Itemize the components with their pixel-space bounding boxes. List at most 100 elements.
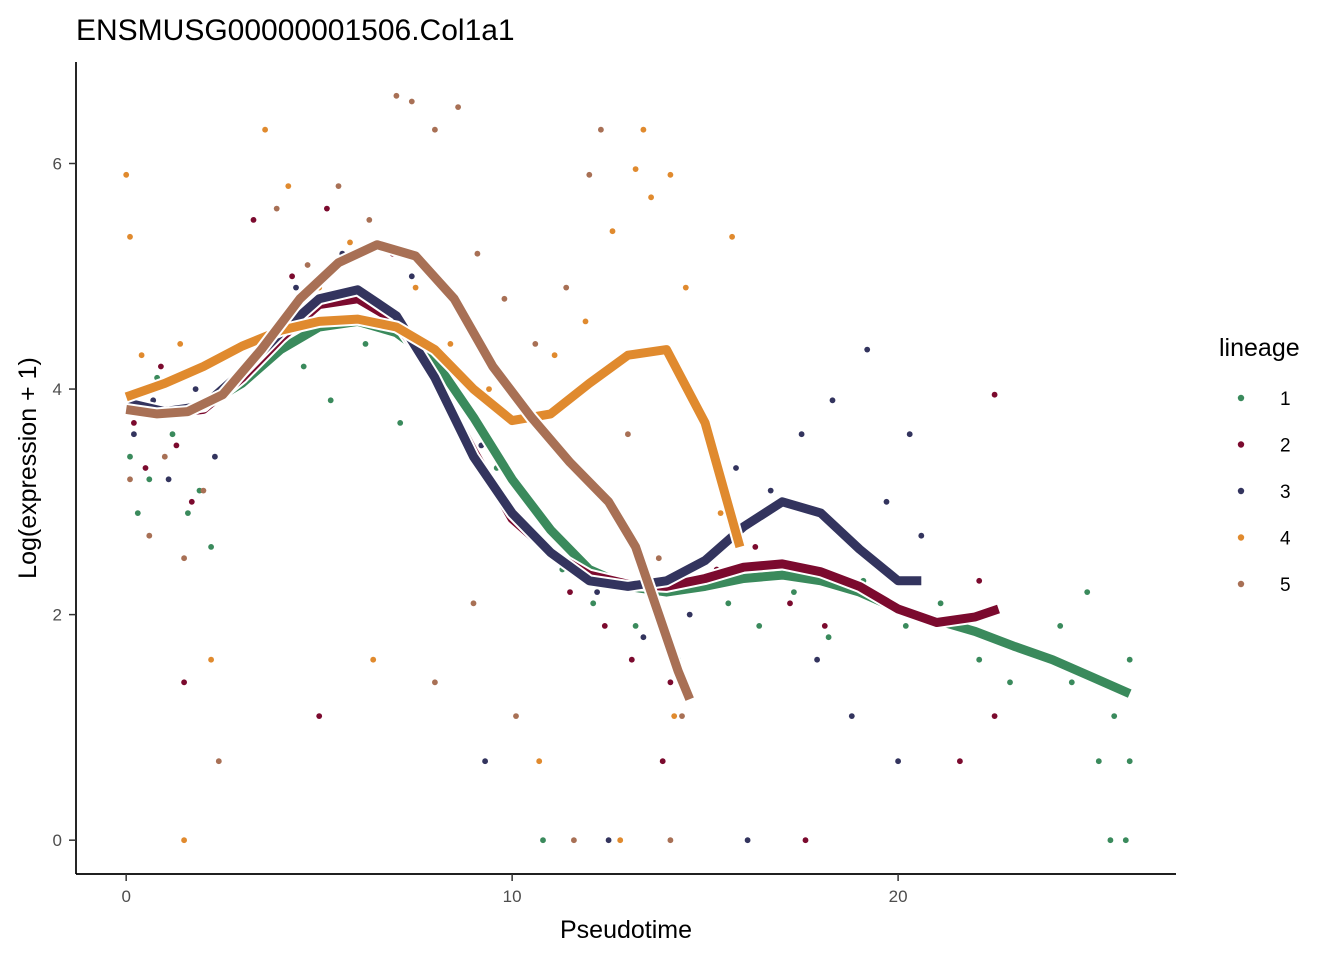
legend-label-lineage-5: 5: [1280, 575, 1291, 596]
point-lineage-1: [169, 431, 176, 438]
point-lineage-4: [486, 386, 492, 392]
legend-label-lineage-1: 1: [1280, 389, 1291, 410]
point-lineage-5: [127, 476, 133, 483]
y-tick-label: 0: [53, 831, 62, 850]
point-lineage-1: [146, 476, 153, 483]
point-lineage-5: [432, 679, 438, 686]
point-lineage-2: [991, 391, 998, 398]
point-lineage-2: [976, 577, 983, 584]
point-lineage-5: [563, 284, 570, 291]
point-lineage-3: [848, 713, 855, 719]
legend-swatch-lineage-1: [1237, 394, 1245, 402]
point-lineage-4: [717, 510, 724, 516]
point-lineage-1: [632, 623, 639, 629]
point-lineage-5: [146, 532, 153, 539]
legend-swatch-lineage-3: [1237, 487, 1245, 495]
point-lineage-2: [324, 205, 330, 212]
point-lineage-2: [567, 589, 573, 595]
point-lineage-4: [609, 228, 616, 235]
point-lineage-2: [628, 656, 635, 663]
point-lineage-4: [551, 352, 558, 359]
point-lineage-4: [536, 758, 543, 765]
point-lineage-1: [208, 544, 215, 550]
point-lineage-3: [918, 532, 925, 539]
point-lineage-1: [725, 600, 732, 607]
point-lineage-3: [212, 453, 218, 460]
y-axis-title: Log(expression + 1): [14, 357, 42, 579]
point-lineage-2: [659, 758, 666, 765]
point-lineage-2: [991, 713, 998, 719]
point-lineage-4: [370, 656, 377, 663]
curve-lineage-1: [125, 316, 1132, 698]
point-lineage-4: [181, 837, 188, 844]
point-lineage-2: [752, 544, 759, 550]
point-lineage-1: [127, 453, 133, 460]
point-lineage-5: [655, 555, 662, 562]
x-axis-title: Pseudotime: [560, 916, 692, 944]
curve-halo-lineage-5: [119, 238, 697, 706]
point-lineage-5: [513, 713, 519, 719]
point-lineage-5: [335, 183, 342, 190]
point-lineage-3: [605, 837, 612, 844]
point-lineage-3: [686, 611, 693, 618]
point-lineage-1: [1126, 656, 1133, 663]
point-lineage-1: [185, 510, 191, 516]
point-lineage-4: [640, 126, 647, 133]
point-lineage-3: [906, 431, 913, 438]
point-lineage-5: [215, 758, 222, 765]
point-lineage-3: [192, 386, 199, 392]
point-lineage-5: [571, 837, 577, 844]
point-lineage-4: [208, 656, 215, 663]
point-lineage-2: [289, 273, 295, 280]
point-lineage-1: [327, 397, 334, 404]
point-lineage-1: [134, 510, 141, 516]
point-lineage-5: [470, 600, 477, 607]
point-lineage-3: [594, 589, 600, 595]
point-lineage-3: [744, 837, 751, 844]
point-lineage-4: [412, 284, 419, 291]
chart-title: ENSMUSG00000001506.Col1a1: [76, 14, 515, 47]
point-lineage-2: [142, 465, 149, 471]
point-lineage-1: [1057, 623, 1064, 629]
point-lineage-5: [455, 104, 461, 110]
point-lineage-2: [821, 623, 828, 629]
curve-lineage-4: [124, 314, 745, 549]
point-lineage-4: [127, 233, 133, 240]
point-lineage-3: [895, 758, 901, 765]
point-lineage-3: [733, 465, 739, 471]
y-tick-label: 6: [53, 155, 62, 174]
point-lineage-1: [825, 634, 832, 641]
point-lineage-1: [1095, 758, 1102, 765]
point-lineage-3: [829, 397, 836, 404]
point-lineage-2: [316, 713, 323, 719]
point-lineage-5: [532, 341, 539, 347]
point-lineage-5: [625, 431, 631, 438]
point-lineage-5: [181, 555, 188, 562]
y-tick-label: 4: [53, 380, 62, 399]
x-tick-label: 20: [889, 887, 908, 906]
point-lineage-4: [648, 194, 654, 201]
point-lineage-2: [957, 758, 963, 765]
point-lineage-4: [729, 233, 735, 240]
point-lineage-1: [976, 656, 983, 663]
point-lineage-4: [671, 713, 678, 719]
point-lineage-1: [1084, 589, 1091, 595]
point-lineage-3: [482, 758, 488, 765]
legend-items: 1 2 3 4 5: [1237, 389, 1291, 596]
point-lineage-2: [131, 420, 137, 426]
point-lineage-3: [814, 656, 820, 663]
point-lineage-5: [408, 98, 415, 105]
point-lineage-3: [640, 634, 647, 641]
x-tick-label: 0: [121, 887, 130, 906]
legend: lineage 1 2 3 4 5: [1219, 334, 1300, 596]
point-lineage-1: [1007, 679, 1013, 686]
point-lineage-5: [366, 217, 373, 223]
point-lineage-4: [262, 126, 268, 133]
point-lineage-3: [131, 431, 137, 438]
curve-lineage-5: [125, 240, 694, 701]
legend-swatch-lineage-2: [1237, 441, 1245, 448]
point-lineage-2: [802, 837, 809, 844]
point-lineage-1: [540, 837, 546, 844]
point-lineage-5: [304, 262, 311, 268]
point-lineage-3: [293, 284, 299, 291]
